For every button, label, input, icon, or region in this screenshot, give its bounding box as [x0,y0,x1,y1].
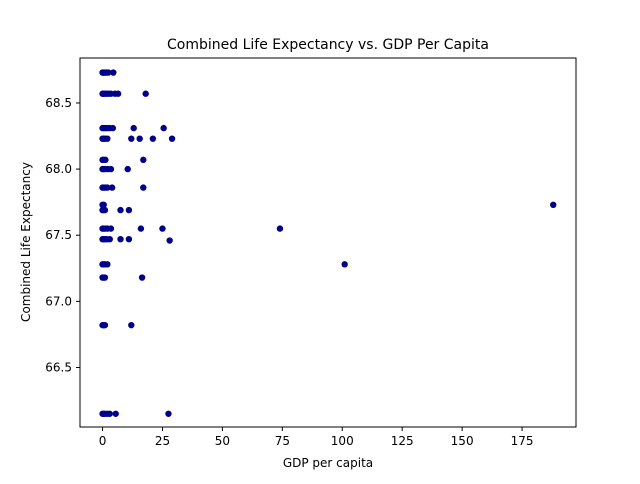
scatter-point [168,135,176,142]
x-tick-label: 75 [275,434,290,448]
scatter-point [100,201,107,209]
y-tick-label: 68.5 [45,96,72,110]
scatter-point [137,225,145,232]
x-tick-label: 150 [451,434,474,448]
scatter-point [112,410,119,417]
scatter-point [125,235,133,243]
x-axis-label: GDP per capita [283,456,373,470]
scatter-point [106,410,113,417]
x-tick-label: 25 [155,434,170,448]
scatter-point [125,206,133,214]
scatter-point [149,135,157,142]
scatter-point [124,165,131,173]
data-points [99,69,557,417]
scatter-point [117,206,124,214]
scatter-point [110,69,117,76]
scatter-point [140,184,147,191]
scatter-point [104,135,111,142]
scatter-point [107,165,115,173]
scatter-point [117,235,124,243]
x-tick-label: 100 [331,434,354,448]
y-tick-label: 66.5 [45,360,72,374]
x-tick-label: 175 [511,434,534,448]
scatter-point [142,90,149,97]
y-tick-label: 68.0 [45,162,72,176]
plot-area [79,57,577,428]
scatter-point [108,184,116,191]
scatter-point [101,274,109,281]
scatter-point [104,261,111,268]
scatter-point [341,261,348,268]
scatter-point [128,135,135,142]
x-axis-ticks: 0 25 50 75 100 125 150 175 [99,427,534,448]
scatter-point [109,124,117,132]
scatter-point [101,321,109,329]
scatter-point [106,235,113,243]
scatter-point [105,69,112,76]
scatter-point [130,124,137,132]
scatter-point [140,156,147,164]
x-tick-label: 0 [99,434,107,448]
scatter-point [102,156,109,164]
scatter-point [114,90,122,97]
y-tick-label: 67.5 [45,228,72,242]
x-tick-label: 50 [215,434,230,448]
scatter-point [166,237,173,244]
y-axis-ticks: 66.5 67.0 67.5 68.0 68.5 [45,96,80,374]
scatter-point [276,225,284,232]
scatter-point [159,225,166,232]
scatter-point [101,206,109,214]
scatter-point [160,124,167,132]
scatter-point [550,201,557,209]
scatter-point [136,135,143,142]
scatter-point [165,410,172,417]
scatter-point [128,321,135,329]
chart-title: Combined Life Expectancy vs. GDP Per Cap… [167,37,489,53]
scatter-point [138,274,146,281]
y-axis-label: Combined Life Expectancy [19,162,33,322]
scatter-point [107,225,115,232]
y-tick-label: 67.0 [45,294,72,308]
scatter-point [104,184,111,191]
x-tick-label: 125 [391,434,414,448]
